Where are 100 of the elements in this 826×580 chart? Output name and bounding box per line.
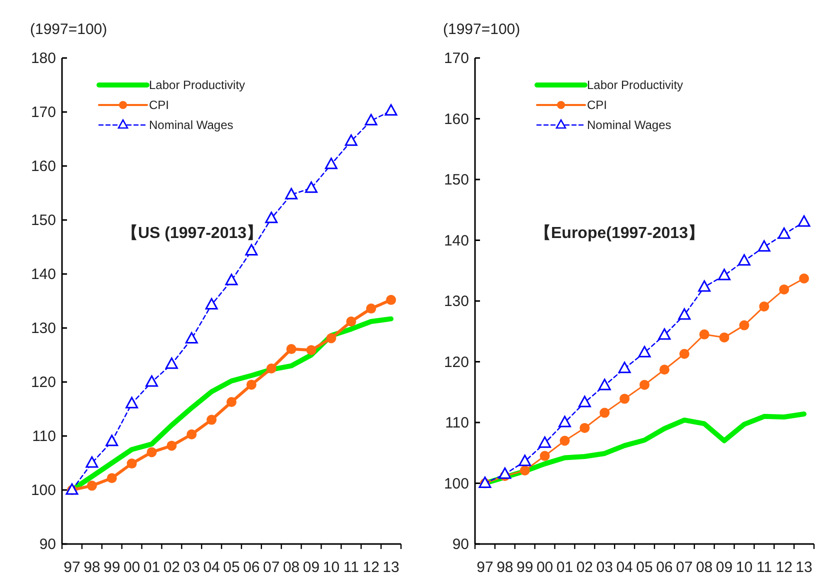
x-tick-label: 07 [263, 559, 280, 576]
y-tick-label: 130 [30, 320, 56, 337]
y-tick-label: 90 [452, 536, 469, 553]
point [678, 308, 691, 320]
y-tick-label: 120 [30, 374, 56, 391]
point [165, 357, 178, 369]
x-tick-label: 10 [736, 559, 753, 576]
x-tick-label: 04 [616, 559, 633, 576]
y-axis-title: (1997=100) [443, 21, 520, 38]
point [106, 434, 118, 446]
point [126, 396, 138, 408]
x-tick-label: 99 [516, 559, 534, 576]
y-tick-label: 140 [30, 266, 56, 283]
x-tick-label: 12 [776, 559, 792, 576]
point [679, 348, 690, 359]
point [86, 456, 98, 468]
point [266, 364, 276, 374]
x-tick-label: 99 [104, 559, 120, 576]
point [86, 480, 97, 491]
point [344, 134, 358, 146]
point [498, 467, 512, 479]
point [206, 414, 217, 425]
point [306, 345, 316, 356]
y-tick-label: 150 [444, 172, 469, 188]
point [598, 378, 611, 390]
point [739, 320, 750, 330]
y-tick-label: 110 [445, 414, 469, 432]
point [580, 422, 590, 433]
point [799, 274, 810, 284]
point [578, 396, 591, 408]
point [779, 284, 790, 294]
x-tick-label: 12 [362, 559, 380, 576]
legend-label: Labor Productivity [149, 78, 246, 92]
y-tick-label: 150 [30, 212, 56, 229]
point [384, 104, 398, 116]
x-tick-label: 11 [343, 559, 359, 576]
y-tick-label: 90 [39, 536, 56, 553]
point [205, 298, 218, 310]
y-tick-label: 160 [444, 110, 469, 128]
point [759, 301, 770, 312]
point [346, 316, 356, 327]
point [245, 244, 258, 256]
text: 【Europe(1997-2013】 [535, 224, 704, 242]
legend-label: CPI [587, 98, 608, 112]
x-tick-label: 05 [223, 559, 240, 576]
x-tick-label: 01 [143, 559, 160, 576]
point [305, 181, 318, 193]
x-tick-label: 04 [203, 559, 220, 576]
point [600, 408, 610, 418]
point [618, 362, 631, 374]
x-tick-label: 98 [84, 559, 100, 576]
x-tick-label: 06 [656, 559, 673, 576]
point [638, 346, 651, 358]
point [126, 458, 137, 469]
point [558, 416, 571, 428]
x-tick-label: 06 [243, 559, 260, 576]
point [659, 364, 670, 375]
y-tick-label: 180 [30, 50, 56, 67]
legend-label: Nominal Wages [149, 118, 234, 132]
x-tick-label: 98 [496, 559, 514, 576]
point [758, 240, 770, 252]
point [226, 396, 236, 407]
point [246, 380, 256, 390]
point [640, 380, 650, 390]
x-tick-label: 00 [536, 559, 554, 576]
point [718, 268, 731, 280]
y-tick-label: 170 [444, 50, 469, 67]
point [620, 394, 630, 404]
legend-label: CPI [149, 98, 170, 112]
x-tick-label: 13 [796, 559, 812, 576]
y-tick-label: 140 [444, 232, 469, 250]
legend-label: Labor Productivity [587, 78, 684, 92]
point [798, 215, 810, 227]
x-tick-label: 00 [123, 559, 140, 576]
y-tick-label: 100 [30, 482, 56, 499]
x-tick-label: 10 [322, 559, 340, 576]
point [520, 465, 530, 476]
x-tick-label: 13 [382, 559, 400, 576]
point [285, 188, 298, 200]
x-tick-label: 97 [476, 559, 494, 576]
x-tick-label: 11 [756, 559, 772, 576]
text: 【US (1997-2013】 [122, 224, 263, 242]
point [540, 450, 550, 461]
y-axis-title: (1997=100) [30, 21, 108, 38]
point [166, 440, 177, 451]
point [699, 329, 710, 340]
legend-label: Nominal Wages [587, 118, 672, 132]
point [658, 328, 671, 340]
point [738, 254, 750, 266]
point [778, 227, 790, 239]
x-tick-label: 09 [716, 559, 733, 576]
point [286, 344, 296, 354]
point [538, 436, 552, 448]
point [366, 304, 376, 314]
y-tick-label: 130 [444, 293, 469, 310]
y-tick-label: 170 [30, 104, 56, 121]
y-tick-label: 110 [32, 428, 56, 445]
x-tick-label: 09 [302, 559, 320, 576]
point [326, 333, 336, 344]
point [106, 473, 117, 484]
